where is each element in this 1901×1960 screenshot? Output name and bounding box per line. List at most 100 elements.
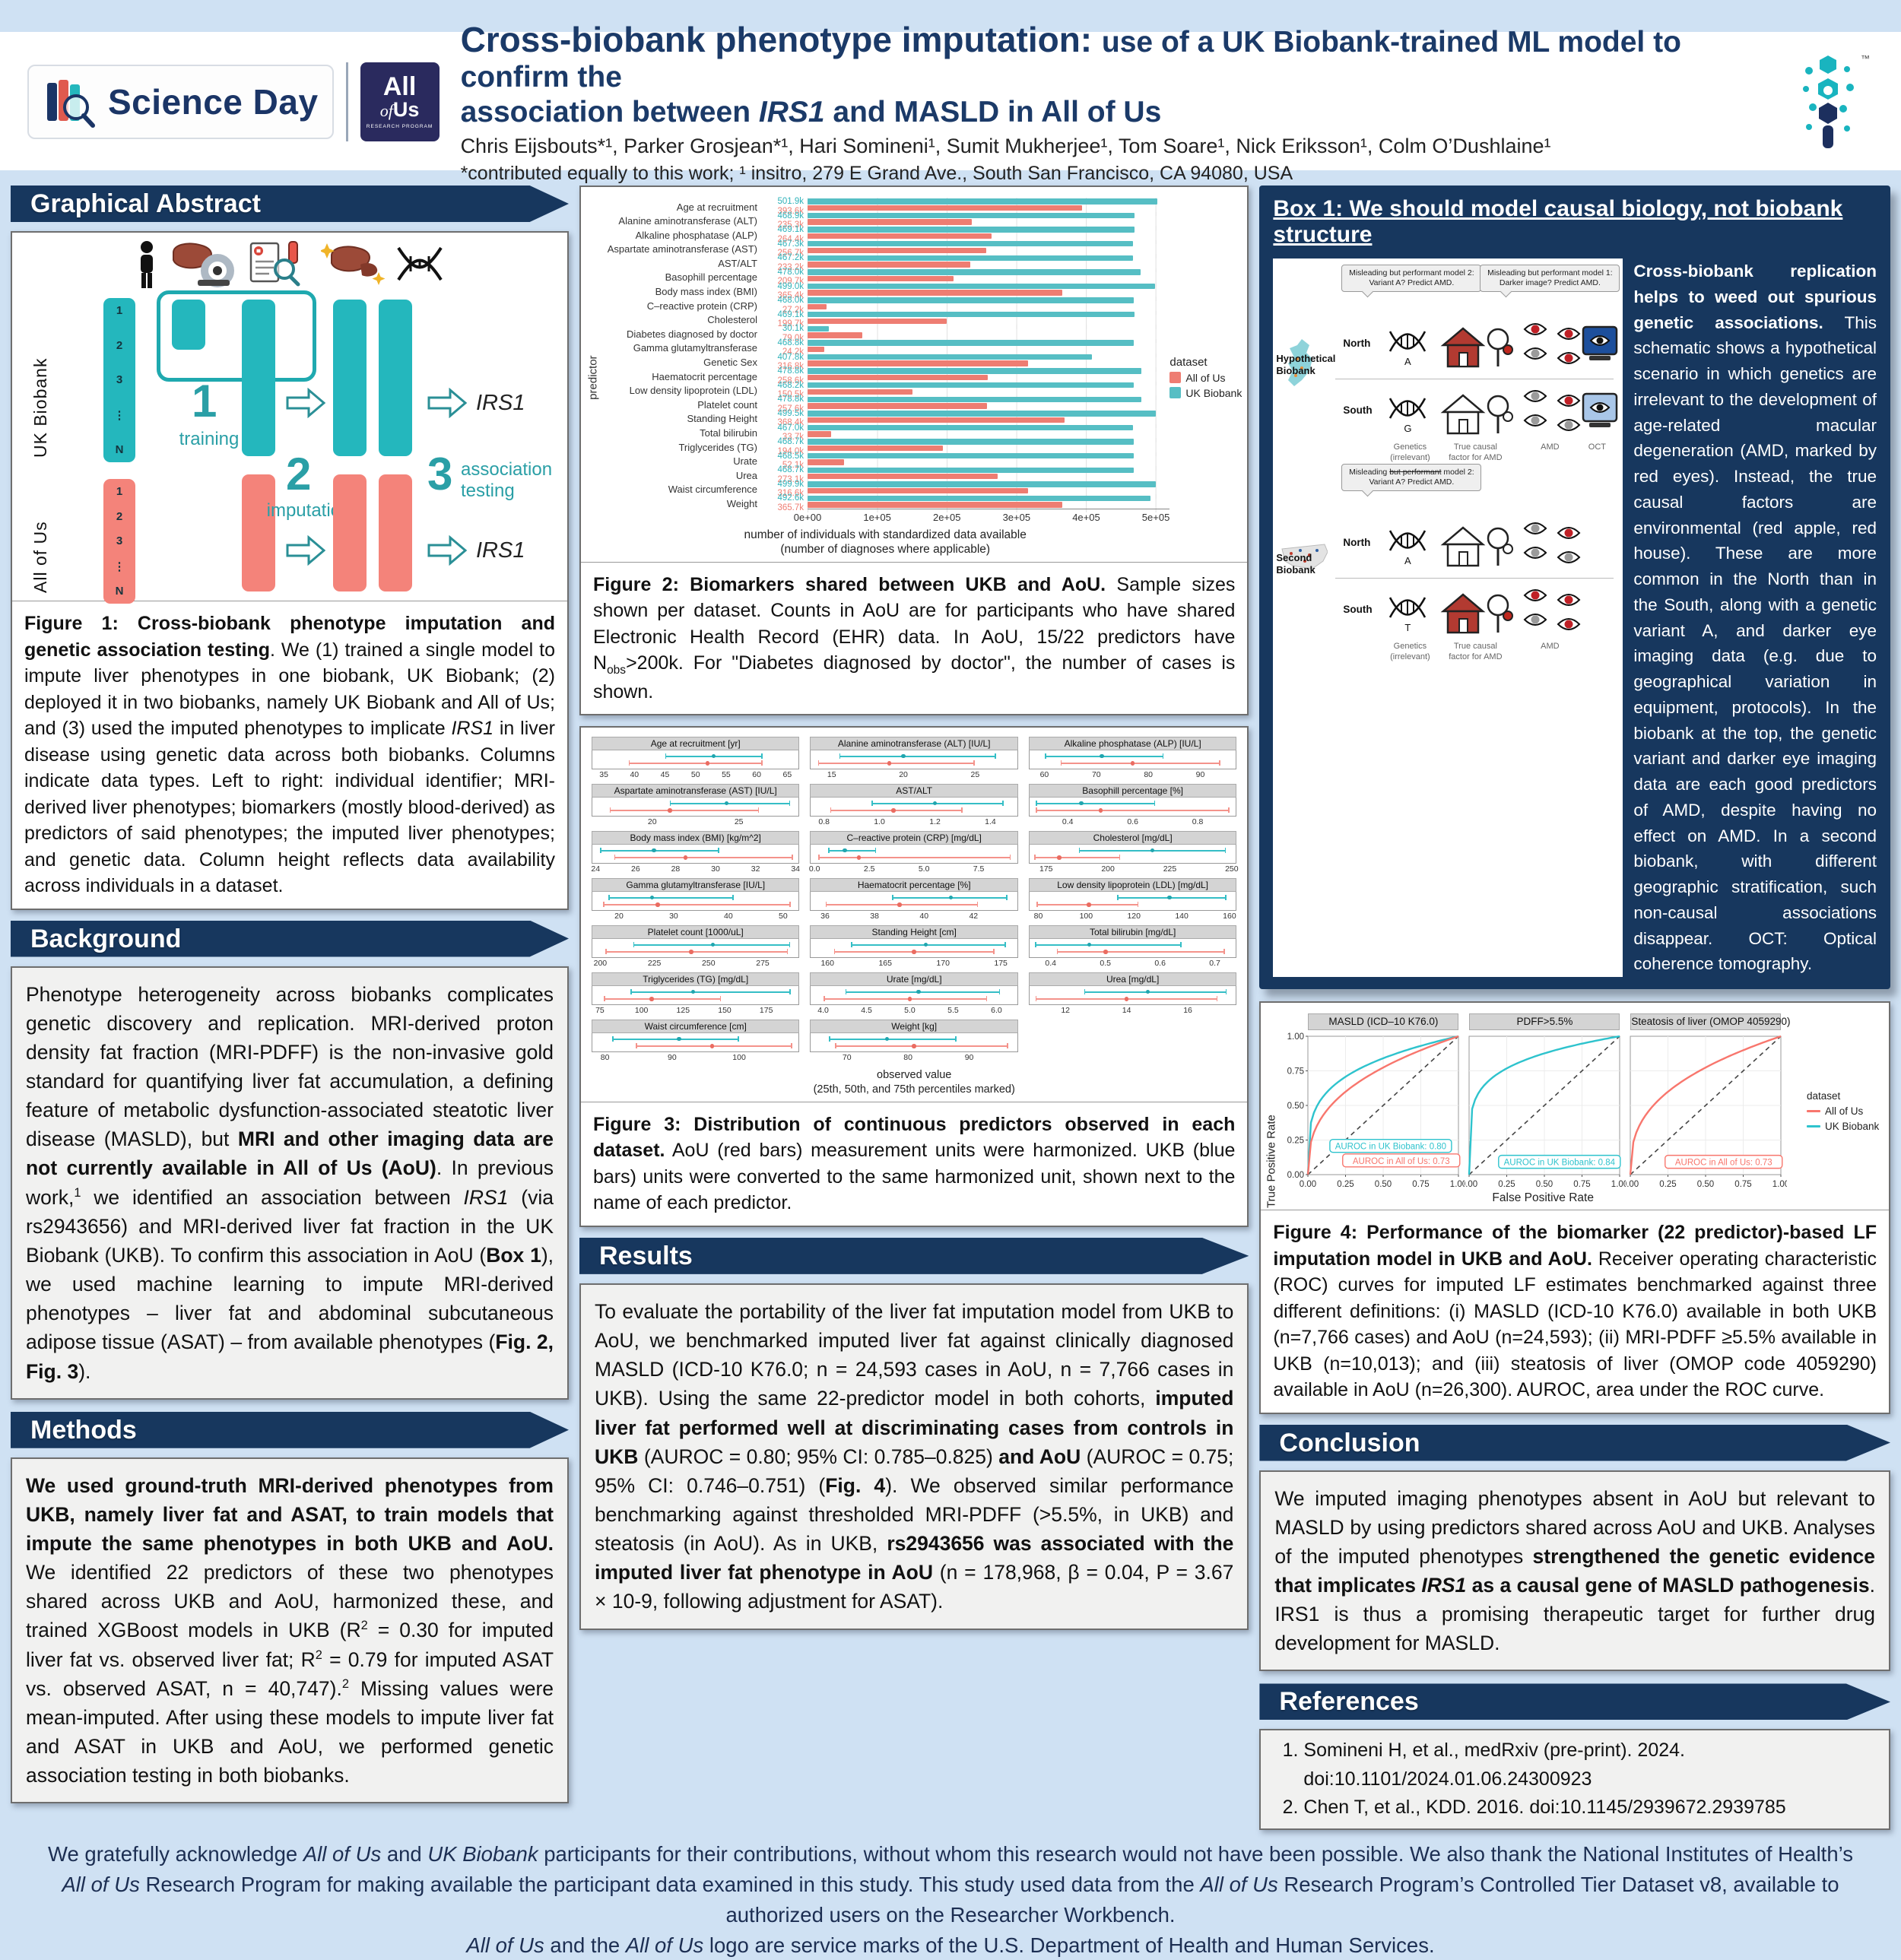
figure1-diagram: UK Biobank All of Us 1 2 3 ⋮ N 1 2 3 ⋮ N 1 training IR…	[18, 237, 561, 604]
fig4-panel: PDFF>5.5%AUROC in UK Biobank: 0.840.000.…	[1461, 1013, 1629, 1191]
fig2-bar-ukb	[808, 255, 1134, 262]
svg-text:0.75: 0.75	[1413, 1180, 1430, 1189]
fig3-panel: Gamma glutamyltransferase [IU/L] 20 30 40 50	[592, 878, 800, 921]
svg-text:0.75: 0.75	[1287, 1067, 1304, 1077]
fig4-legend: dataset All of Us UK Biobank	[1807, 1013, 1886, 1208]
amd-eyes-icon	[1521, 388, 1582, 435]
amd-eyes-icon	[1521, 321, 1582, 368]
box1-row-label: South	[1343, 404, 1373, 416]
section-banner-conclusion: Conclusion	[1259, 1424, 1890, 1461]
footer-service-marks: All of Us and the All of Us logo are ser…	[466, 1933, 1435, 1957]
section-banner-graphical-abstract: Graphical Abstract	[11, 186, 569, 222]
science-day-books-icon	[43, 74, 99, 130]
legend-entry: UK Biobank	[1807, 1121, 1886, 1132]
ga-step2-number: 2	[286, 449, 312, 500]
box1-variant-letter: G	[1404, 423, 1412, 434]
science-day-logo: Science Day	[27, 65, 334, 139]
house-tree-icon	[1437, 522, 1515, 569]
box1-column-caption: True causal factor for AMD	[1449, 442, 1503, 462]
ga-biomarker-col-aou	[242, 474, 275, 591]
dna-icon	[1387, 595, 1428, 620]
fig2-bar-aou	[808, 502, 1063, 508]
fig2-bar-ukb	[808, 481, 1156, 487]
svg-text:0.50: 0.50	[1536, 1180, 1553, 1189]
legend-swatch	[1169, 387, 1182, 399]
fig2-bar-aou	[808, 417, 1065, 423]
svg-text:0.25: 0.25	[1287, 1137, 1304, 1146]
fig2-row: Platelet count 478.8k 257.6k	[601, 395, 1170, 414]
ga-imputed-col-aou	[333, 474, 367, 591]
fig2-chart: predictor Age at recruitment 501.9k 393.6k A…	[581, 187, 1247, 562]
house-tree-icon	[1437, 588, 1515, 636]
fig2-bar-aou	[808, 360, 1029, 366]
fig4-chart: True Positive Rate MASLD (ICD–10 K76.0) AU…	[1261, 1003, 1889, 1210]
ga-row-label-aou: All of Us	[30, 521, 50, 593]
fig4-wrap: True Positive Rate MASLD (ICD–10 K76.0) AU…	[1261, 1003, 1889, 1210]
fig2-row: Total bilirubin 467.0k 33.7k	[601, 423, 1170, 442]
box1-biobank-group: Misleading but performant model 2: Varia…	[1276, 263, 1620, 462]
poster-footer: We gratefully acknowledge All of Us and …	[0, 1830, 1901, 1960]
box1-row-label: South	[1343, 604, 1373, 615]
fig4-panel: Steatosis of liver (OMOP 4059290) AUROC i…	[1622, 1013, 1791, 1191]
fig2-bar-ukb	[808, 411, 1156, 417]
box1-model-bubble: Misleading but performant model 1: Darke…	[1480, 265, 1620, 293]
box1-model-bubble: Misleading but performant model 2: Varia…	[1341, 265, 1482, 293]
figure4-box: True Positive Rate MASLD (ICD–10 K76.0) AU…	[1259, 1001, 1890, 1414]
section-banner-methods: Methods	[11, 1411, 569, 1448]
dna-icon	[1387, 328, 1428, 354]
fig2-row: Diabetes diagnosed by doctor 30.1k 79.0k	[601, 325, 1170, 344]
box1-column-caption: Genetics (irrelevant)	[1390, 642, 1430, 661]
fig3-panel: Aspartate aminotransferase (AST) [IU/L] 2…	[592, 784, 800, 826]
fig2-bar-ukb	[808, 452, 1135, 459]
fig2-legend: dataset All of Us UK Biobank	[1169, 355, 1242, 399]
dna-icon	[1387, 395, 1428, 421]
ga-arrow-aou-impute	[286, 534, 326, 566]
poster-body: Graphical Abstract UK Biobank All of Us 1 2…	[0, 170, 1901, 1830]
dna-icon	[394, 243, 446, 284]
box1-column-caption: True causal factor for AMD	[1449, 642, 1503, 661]
fig2-row: Weight 492.6k 365.7k	[601, 494, 1170, 513]
references-list: Somineni H, et al., medRxiv (pre-print).…	[1273, 1736, 1877, 1822]
fig4-roc-plot: AUROC in UK Biobank: 0.80 AUROC in All of…	[1279, 1030, 1468, 1191]
fig2-bar-aou	[808, 332, 863, 338]
oct-device-icon	[1579, 392, 1621, 429]
fig2-bar-ukb	[808, 354, 1092, 360]
section-banner-results: Results	[579, 1237, 1249, 1274]
fig3-panel: Body mass index (BMI) [kg/m^2] 24 26 28 30 32…	[591, 831, 801, 874]
ga-arrow-ukb-impute	[286, 387, 326, 419]
box1-biobank-group: Misleading but performant model 2: Varia…	[1276, 462, 1620, 661]
box1-variant-letter: A	[1404, 555, 1411, 566]
fig2-row: Cholesterol 469.1k 199.7k	[601, 310, 1170, 329]
fig3-panel: AST/ALT 0.8 1.0 1.2 1.4	[810, 784, 1018, 826]
ga-training-outline	[157, 290, 316, 382]
house-tree-icon	[1437, 322, 1515, 369]
legend-entry: All of Us	[1169, 372, 1242, 384]
figure2-box: predictor Age at recruitment 501.9k 393.6k A…	[579, 186, 1249, 716]
box1-map-uk	[1279, 336, 1328, 389]
fig2-bar-aou	[808, 487, 1029, 494]
fig2-bar-ukb	[808, 269, 1141, 275]
fig2-row: Triglycerides (TG) 468.7k 194.0k	[601, 438, 1170, 457]
fig4-x-axis-label: False Positive Rate	[1492, 1191, 1594, 1204]
fig2-bar-aou	[808, 459, 844, 465]
fig4-panel: MASLD (ICD–10 K76.0) AUROC in UK Biobank:…	[1279, 1013, 1468, 1191]
legend-swatch	[1807, 1124, 1820, 1127]
svg-text:0.25: 0.25	[1499, 1180, 1515, 1189]
fig2-bar-ukb	[808, 495, 1151, 502]
box1-variant-letter: A	[1404, 356, 1411, 367]
svg-text:0.75: 0.75	[1735, 1180, 1752, 1189]
figure3-caption: Figure 3: Distribution of continuous pre…	[581, 1101, 1248, 1226]
fig2-row: Age at recruitment 501.9k 393.6k	[601, 197, 1170, 216]
svg-text:0.50: 0.50	[1697, 1180, 1714, 1189]
fig2-bar-ukb	[808, 283, 1156, 290]
fig3-panel: Platelet count [1000/uL] 200 225 250 275	[592, 925, 800, 968]
fig3-panel: Cholesterol [mg/dL] 175 200 225 250	[1028, 831, 1239, 874]
legend-swatch	[1169, 372, 1182, 384]
science-day-label: Science Day	[108, 82, 319, 122]
fig2-bar-aou	[808, 262, 970, 268]
ga-arrow-aou-assoc	[427, 534, 468, 566]
fig2-row: Waist circumference 499.9k 316.6k	[601, 480, 1170, 499]
header-text-block: Cross-biobank phenotype imputation: use …	[461, 19, 1761, 185]
fig3-panel: C–reactive protein (CRP) [mg/dL] 0.0 2.5 5.…	[809, 831, 1018, 874]
box1-row-label: North	[1343, 537, 1371, 548]
